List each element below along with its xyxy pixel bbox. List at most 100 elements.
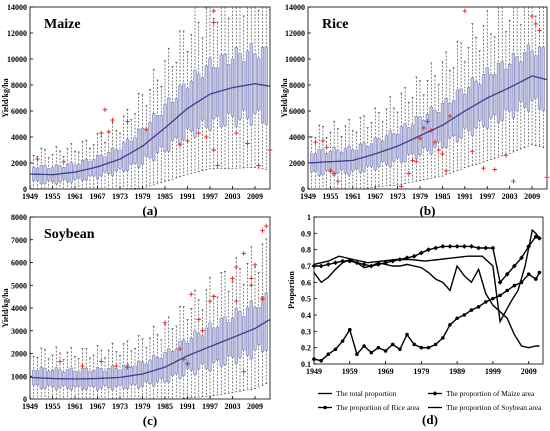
panel-a-ytick-label: 2000 <box>11 159 27 168</box>
panel-b-xtick-label: 1967 <box>367 192 383 201</box>
panel-a-outlier <box>267 147 273 153</box>
panel-c-xtick-label: 1979 <box>135 402 151 411</box>
panel-d-ytick-label: 0.6 <box>301 278 311 287</box>
panel-b-outlier <box>313 139 318 145</box>
panel-b-ytick-label: 12000 <box>285 29 305 38</box>
panel-b-outlier <box>425 119 430 124</box>
panel-b-outlier <box>406 171 412 176</box>
panel-d-point-rice <box>340 339 345 343</box>
panel-a-xtick-label: 1967 <box>90 192 106 201</box>
panel-d-point-rice <box>498 293 502 298</box>
panel-d-ytick-label: 0.2 <box>301 344 311 353</box>
panel-b-outlier <box>413 159 419 164</box>
panel-b-outlier <box>432 139 438 145</box>
panel-a-title: Maize <box>44 17 81 32</box>
panel-d-point-rice <box>326 352 331 357</box>
panel-d-point-maize <box>537 235 542 241</box>
panel-b-outlier <box>462 8 468 14</box>
panel-d-xtick-label: 2009 <box>521 367 537 376</box>
panel-a-outlier <box>211 147 217 153</box>
panel-c-outlier <box>57 359 63 364</box>
panel-b-outlier <box>320 138 326 144</box>
panel-c-outlier <box>80 363 85 369</box>
panel-d-point-rice <box>369 350 374 355</box>
panel-d-frame <box>313 216 544 365</box>
panel-a-outlier <box>61 159 67 164</box>
panel-a-outlier <box>196 130 202 136</box>
panel-c-outlier <box>188 292 194 297</box>
panel-d-point-maize <box>411 253 417 259</box>
panel-d-point-rice <box>512 283 517 288</box>
panel-c-xtick-label: 1967 <box>90 402 106 411</box>
panel-a-outlier <box>125 119 130 124</box>
panel-d-point-rice <box>526 272 531 276</box>
panel-c-xtick-label: 1973 <box>112 402 128 411</box>
panel-c-ylabel: Yield/kg/ha <box>1 288 10 327</box>
panel-b-outlier <box>470 149 475 154</box>
legend-label-soybean: The proportion of Soybean area <box>446 403 542 412</box>
panel-c-outlier <box>241 369 247 374</box>
panel-d-point-rice <box>376 345 381 350</box>
panel-d-xtick-label: 1989 <box>449 367 465 376</box>
panel-c-xtick-label: 1949 <box>22 402 38 411</box>
panel-c-outlier <box>162 320 168 326</box>
panel-d-point-rice <box>519 280 524 285</box>
panel-b-ylabel: Yield/kg/ha <box>280 78 289 117</box>
panel-a-xtick-label: 1985 <box>157 192 173 201</box>
panel-d-point-maize <box>519 255 524 261</box>
panel-d-point-rice <box>455 316 459 321</box>
panel-a-ytick-label: 4000 <box>11 133 27 142</box>
panel-d-point-rice <box>537 270 542 275</box>
panel-b-outlier <box>481 165 486 171</box>
panel-a-xtick-label: 1949 <box>22 192 38 201</box>
panel-a-outlier <box>203 134 209 140</box>
panel-b-outlier <box>417 136 423 141</box>
panel-c-outlier <box>241 251 247 256</box>
panel-c-outlier <box>211 294 217 299</box>
panel-b-outlier <box>533 21 539 27</box>
panel-d-ytick-label: 0.8 <box>301 246 311 255</box>
panel-a-outlier <box>245 141 250 146</box>
panel-d-point-rice <box>333 347 338 352</box>
panel-a-xtick-label: 1979 <box>135 192 151 201</box>
panel-d-point-rice <box>419 345 424 350</box>
panel-a-outlier <box>233 130 239 136</box>
panel-d-xtick-label: 1999 <box>485 367 501 376</box>
panel-d-point-maize <box>318 263 324 269</box>
legend-marker-rice <box>323 405 327 410</box>
panel-c-outlier <box>230 276 235 281</box>
panel-d-point-maize <box>476 245 481 251</box>
panel-b-xtick-label: 2003 <box>502 192 518 201</box>
panel-b-outlier <box>335 178 341 184</box>
panel-d-point-maize <box>390 258 396 264</box>
panel-c-xtick-label: 2003 <box>225 402 241 411</box>
panel-d-point-maize <box>311 263 317 269</box>
panel-d-point-maize <box>526 244 532 249</box>
panel-c-ytick-label: 8000 <box>11 213 27 222</box>
panel-d-point-maize <box>497 279 503 285</box>
panel-b-title: Rice <box>322 17 348 32</box>
panel-b-outlier <box>544 175 550 180</box>
panel-c-xtick-label: 1985 <box>157 402 173 411</box>
panel-d-point-maize <box>440 244 446 249</box>
panel-a-ytick-label: 8000 <box>11 81 27 90</box>
panel-d-point-maize <box>511 263 517 269</box>
panel-d-point-rice <box>441 336 445 340</box>
panel-c-outlier <box>207 298 213 304</box>
panel-d-point-maize <box>383 260 388 266</box>
panel-d-series-total <box>313 228 540 324</box>
panel-a-xtick-label: 2003 <box>225 192 241 201</box>
panel-d-point-maize <box>533 234 539 239</box>
panel-b-outlier <box>428 128 434 133</box>
panel-b-outlier <box>324 145 329 150</box>
panel-d-point-rice <box>448 323 452 327</box>
panel-a-ytick-label: 12000 <box>7 29 27 38</box>
panel-d-xtick-label: 1949 <box>306 367 322 376</box>
panel-d-ylabel: Proportion <box>287 271 296 309</box>
panel-d-point-rice <box>462 313 467 317</box>
panel-d-point-maize <box>325 261 331 267</box>
panel-b-ytick-label: 0 <box>301 185 305 194</box>
panel-b-outlier <box>328 168 333 174</box>
panel-c-ytick-label: 7000 <box>11 236 27 245</box>
